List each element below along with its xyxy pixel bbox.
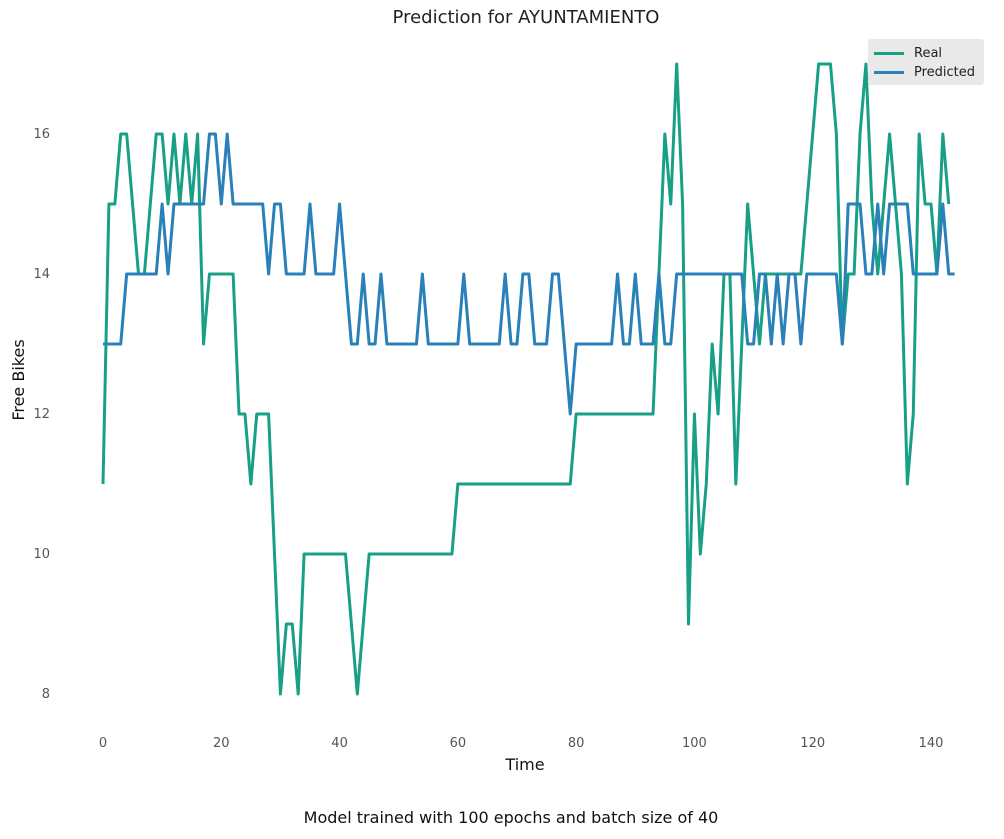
legend-item-predicted: Predicted bbox=[874, 63, 975, 81]
legend-label-predicted: Predicted bbox=[914, 64, 976, 80]
x-tick-label: 40 bbox=[331, 736, 348, 751]
y-tick-label: 12 bbox=[33, 407, 50, 422]
series-line-predicted bbox=[103, 132, 955, 416]
y-tick-label: 10 bbox=[33, 547, 50, 562]
legend: Real Predicted bbox=[868, 39, 984, 85]
x-tick-label: 120 bbox=[800, 736, 825, 751]
x-tick-label: 20 bbox=[213, 736, 230, 751]
x-tick-label: 80 bbox=[568, 736, 585, 751]
series-layer bbox=[101, 62, 955, 696]
chart-title: Prediction for AYUNTAMIENTO bbox=[392, 7, 660, 28]
y-tick-label: 16 bbox=[33, 127, 50, 142]
x-axis-label: Time bbox=[504, 755, 544, 774]
legend-swatch-predicted bbox=[874, 70, 904, 74]
y-axis-ticks: 8 10 12 14 16 bbox=[33, 127, 50, 702]
x-tick-label: 60 bbox=[450, 736, 467, 751]
legend-swatch-real bbox=[874, 51, 904, 55]
x-tick-label: 0 bbox=[99, 736, 107, 751]
x-axis-ticks: 0 20 40 60 80 100 120 140 bbox=[99, 736, 944, 751]
x-tick-label: 140 bbox=[919, 736, 944, 751]
y-axis-label: Free Bikes bbox=[9, 339, 28, 420]
legend-item-real: Real bbox=[874, 44, 942, 62]
chart-caption: Model trained with 100 epochs and batch … bbox=[303, 808, 719, 827]
x-tick-label: 100 bbox=[682, 736, 707, 751]
series-line-real bbox=[101, 62, 951, 696]
y-tick-label: 8 bbox=[42, 687, 50, 702]
y-tick-label: 14 bbox=[33, 267, 50, 282]
legend-label-real: Real bbox=[914, 45, 943, 61]
